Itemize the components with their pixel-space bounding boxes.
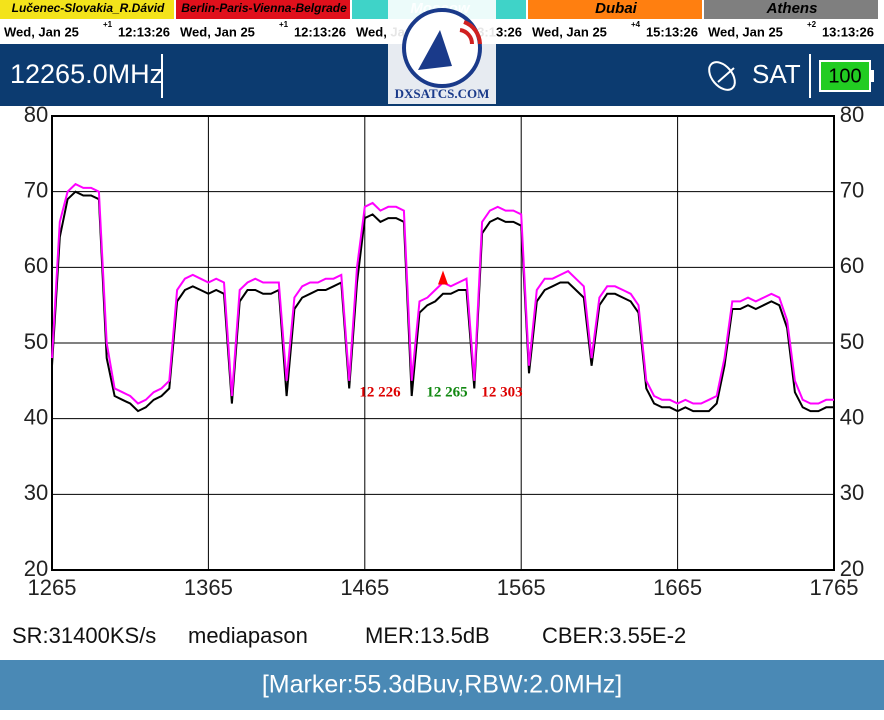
clock-city: Dubai xyxy=(595,0,638,17)
annotation: 12 265 xyxy=(426,384,467,400)
clock-offset: +2 xyxy=(807,20,817,29)
x-tick-label: 1365 xyxy=(184,575,233,600)
status-item: CBER:3.55E-2 xyxy=(542,623,686,648)
clock-city: Berlin-Paris-Vienna-Belgrade xyxy=(181,1,347,15)
battery-level: 100 xyxy=(828,65,861,87)
y-tick-label: 50 xyxy=(24,329,48,354)
clock-date: Wed, Jan 25 xyxy=(708,24,783,39)
clock-offset: +4 xyxy=(631,20,641,29)
marker xyxy=(438,270,448,285)
x-tick-label: 1565 xyxy=(497,575,546,600)
clock-offset: +1 xyxy=(103,20,113,29)
y-tick-label-right: 60 xyxy=(840,253,864,278)
clock-date: Wed, Jan 25 xyxy=(532,24,607,39)
clock-body xyxy=(528,20,702,43)
status-item: SR:31400KS/s xyxy=(12,623,156,648)
clock-body xyxy=(0,20,174,43)
clock-body xyxy=(176,20,350,43)
x-tick-label: 1465 xyxy=(340,575,389,600)
logo: DXSATCS.COM xyxy=(388,0,496,104)
annotation: 12 226 xyxy=(359,384,401,400)
clock-time: 15:13:26 xyxy=(646,24,698,39)
plot: 20 20 30 30 40 40 50 50 60 60 70 70 80 80 1265 1365 1465… xyxy=(24,102,864,600)
status-item: MER:13.5dB xyxy=(365,623,490,648)
y-tick-label-right: 50 xyxy=(840,329,864,354)
annotation: 12 303 xyxy=(481,384,522,400)
clock-time: 13:13:26 xyxy=(822,24,874,39)
y-tick-label: 80 xyxy=(24,102,48,127)
y-tick-label-right: 30 xyxy=(840,480,864,505)
clock-city: Athens xyxy=(766,0,818,17)
clock-date: Wed, Jan 25 xyxy=(180,24,255,39)
logo-text: DXSATCS.COM xyxy=(395,86,490,101)
clock-header xyxy=(528,0,702,19)
mode: SAT xyxy=(752,59,801,89)
frequency: 12265.0MHz xyxy=(10,59,163,89)
x-tick-label: 1265 xyxy=(28,575,77,600)
footer-bar xyxy=(0,660,884,710)
y-tick-label: 20 xyxy=(24,556,48,581)
y-tick-label-right: 20 xyxy=(840,556,864,581)
clock-city: Lučenec-Slovakia_R.Dávid xyxy=(12,1,165,15)
clock-body xyxy=(704,20,878,43)
footer: [Marker:55.3dBuv,RBW:2.0MHz] xyxy=(262,671,622,699)
y-tick-label: 60 xyxy=(24,253,48,278)
y-tick-label: 30 xyxy=(24,480,48,505)
x-tick-label: 1765 xyxy=(810,575,859,600)
y-tick-label-right: 40 xyxy=(840,404,864,429)
trace xyxy=(51,190,834,413)
clock-time: 12:13:26 xyxy=(118,24,170,39)
clock-time: 12:13:26 xyxy=(294,24,346,39)
clock-offset: +1 xyxy=(279,20,289,29)
battery xyxy=(819,60,871,92)
clock-header xyxy=(176,0,350,19)
y-tick-label: 70 xyxy=(24,177,48,202)
clock-header xyxy=(704,0,878,19)
dish-icon xyxy=(708,61,736,91)
clock-header xyxy=(0,0,174,19)
x-tick-label: 1665 xyxy=(653,575,702,600)
status: SR:31400KS/s mediapason MER:13.5dB CBER:3.5… xyxy=(12,623,686,648)
clocks: Lučenec-Slovakia_R.Dávid Wed, Jan 25 +1 12:… xyxy=(0,0,878,43)
battery-tip xyxy=(870,70,874,82)
status-item: mediapason xyxy=(188,623,308,648)
y-tick-label-right: 80 xyxy=(840,102,864,127)
clock-date: Wed, Jan 25 xyxy=(4,24,79,39)
y-tick-label-right: 70 xyxy=(840,177,864,202)
y-tick-label: 40 xyxy=(24,404,48,429)
